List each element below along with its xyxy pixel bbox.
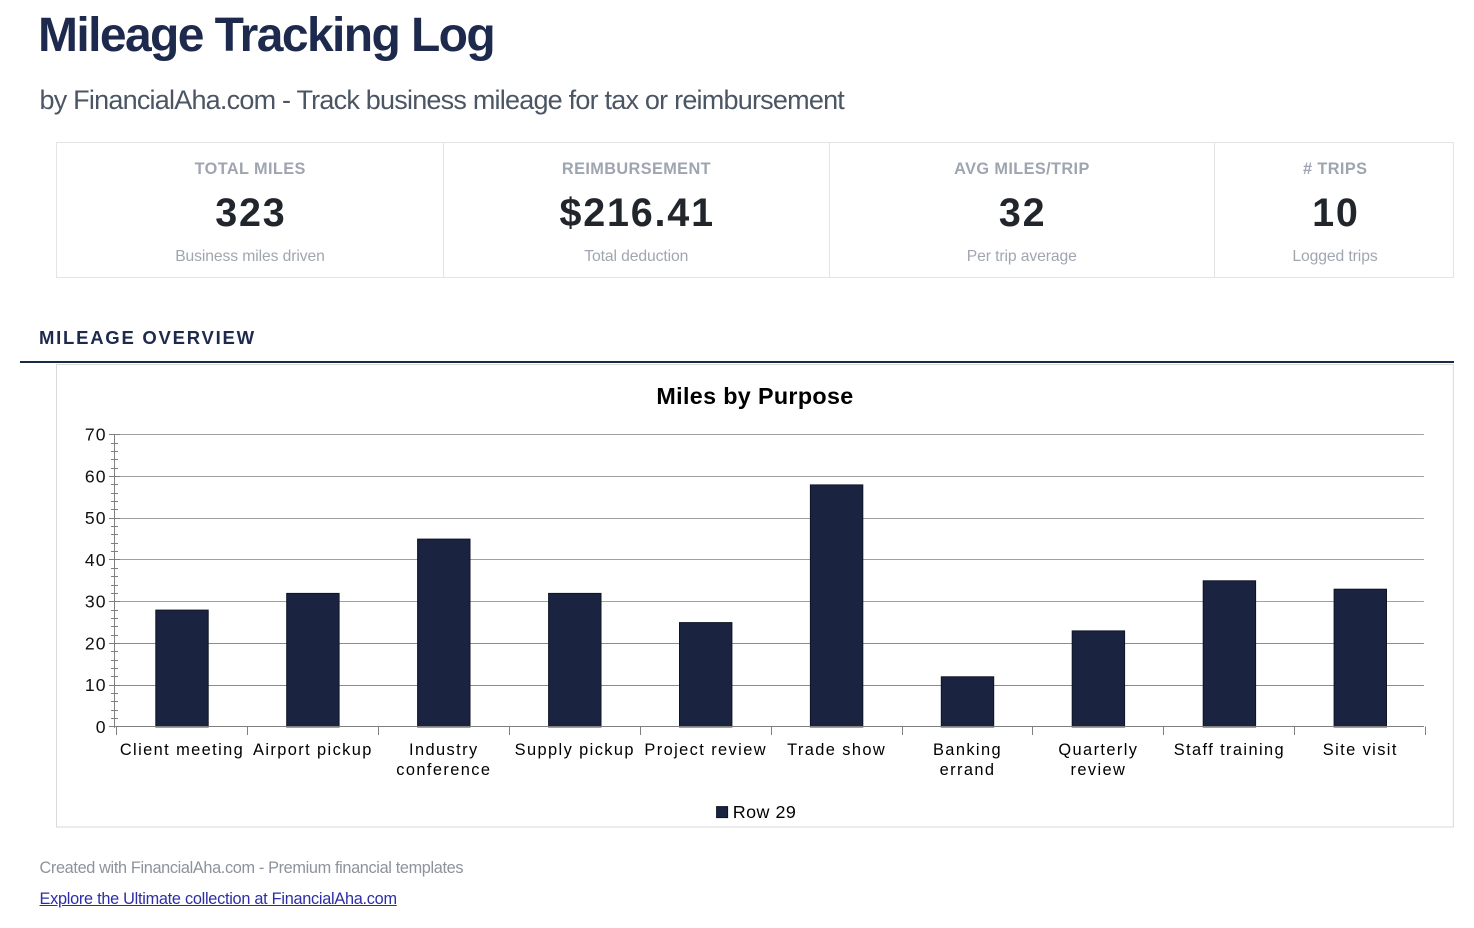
svg-text:40: 40 bbox=[85, 550, 107, 570]
svg-text:Project review: Project review bbox=[644, 741, 767, 759]
svg-text:review: review bbox=[1071, 761, 1127, 779]
svg-text:Client meeting: Client meeting bbox=[120, 741, 244, 759]
svg-text:conference: conference bbox=[396, 761, 491, 779]
svg-text:Trade show: Trade show bbox=[787, 741, 886, 759]
svg-text:Quarterly: Quarterly bbox=[1058, 741, 1138, 759]
svg-text:Banking: Banking bbox=[933, 741, 1002, 759]
svg-text:70: 70 bbox=[85, 425, 107, 445]
svg-text:Airport pickup: Airport pickup bbox=[253, 741, 373, 759]
svg-text:Site visit: Site visit bbox=[1323, 741, 1398, 759]
svg-text:50: 50 bbox=[85, 508, 107, 528]
svg-text:Row 29: Row 29 bbox=[733, 802, 797, 822]
svg-text:Supply pickup: Supply pickup bbox=[515, 741, 635, 759]
svg-text:10: 10 bbox=[85, 675, 107, 695]
svg-text:errand: errand bbox=[940, 761, 996, 779]
svg-text:Industry: Industry bbox=[409, 741, 479, 759]
svg-text:20: 20 bbox=[85, 633, 107, 653]
svg-text:Staff training: Staff training bbox=[1174, 741, 1285, 759]
svg-text:0: 0 bbox=[96, 717, 107, 737]
svg-text:30: 30 bbox=[85, 592, 107, 612]
svg-text:Miles by Purpose: Miles by Purpose bbox=[656, 383, 853, 409]
svg-text:60: 60 bbox=[85, 466, 107, 486]
